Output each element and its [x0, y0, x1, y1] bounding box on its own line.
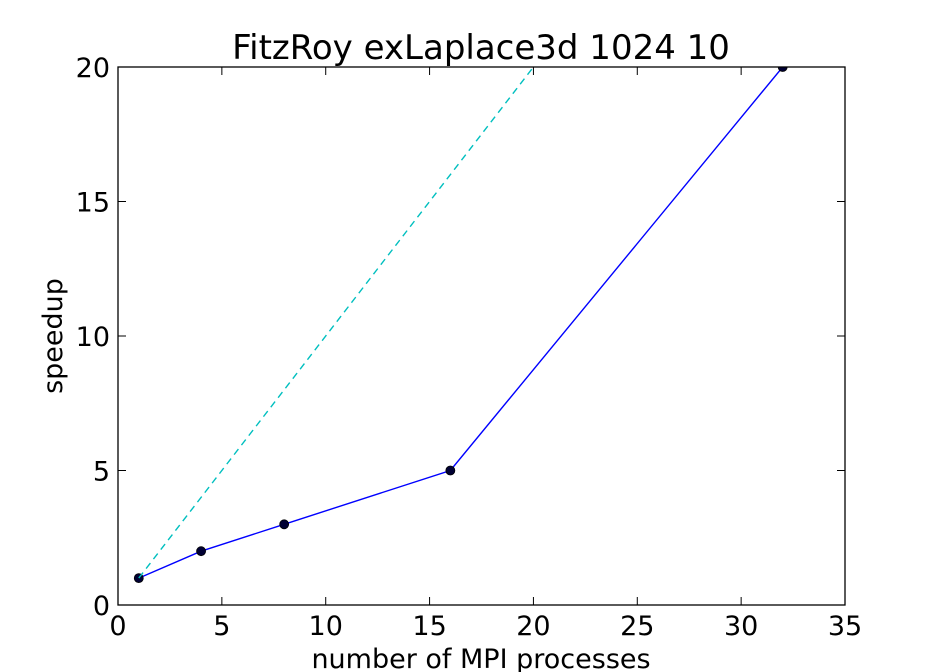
- x-tick-label: 10: [309, 611, 343, 642]
- chart-title: FitzRoy exLaplace3d 1024 10: [232, 28, 730, 68]
- x-tick-label: 30: [724, 611, 758, 642]
- x-tick-label: 35: [828, 611, 862, 642]
- data-point: [777, 67, 788, 72]
- y-tick-label: 20: [76, 53, 110, 84]
- y-axis: 0 5 10 15 20: [76, 53, 845, 622]
- y-tick-label: 5: [93, 457, 110, 488]
- x-tick-label: 5: [213, 611, 230, 642]
- series-line-1: [138, 67, 784, 579]
- y-axis-label: speedup: [38, 278, 69, 394]
- plot-series-layer: [133, 67, 788, 583]
- plot-frame: [117, 66, 846, 606]
- y-tick-label: 15: [76, 188, 110, 219]
- y-tick-label: 0: [93, 591, 110, 622]
- x-tick-label: 15: [412, 611, 446, 642]
- x-tick-label: 0: [109, 611, 126, 642]
- x-tick-label: 20: [516, 611, 550, 642]
- x-axis: 0 5 10 15 20 25 30 35: [109, 67, 862, 642]
- data-point: [196, 546, 206, 557]
- data-point: [445, 465, 456, 476]
- series-line-2: [138, 67, 534, 579]
- data-point: [279, 519, 290, 530]
- x-tick-label: 25: [620, 611, 654, 642]
- x-axis-label: number of MPI processes: [311, 644, 650, 672]
- y-tick-label: 10: [76, 322, 110, 353]
